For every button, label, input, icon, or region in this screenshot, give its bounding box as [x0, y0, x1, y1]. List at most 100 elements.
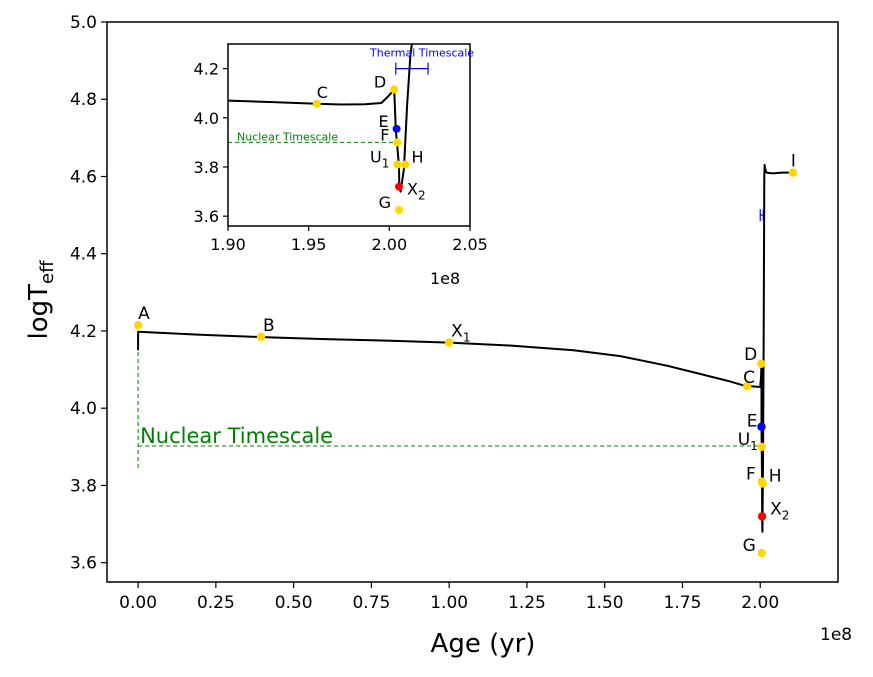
point-b-label-letter: B	[263, 316, 275, 336]
y-tick-label: 4.4	[70, 245, 97, 265]
inset-point-x2-label: X2	[407, 180, 426, 203]
point-u1	[757, 442, 766, 452]
inset-y-tick-label: 4.2	[194, 60, 219, 79]
y-tick-label: 4.6	[70, 167, 97, 187]
point-h-label-letter: H	[769, 467, 782, 487]
point-h-label: H	[769, 467, 782, 487]
inset-nuclear-timescale-label: Nuclear Timescale	[237, 130, 338, 143]
main-x-ticks: 0.00 0.25 0.50 0.75 1.00 1.25 1.50 1.75 2.00	[119, 582, 779, 613]
inset-y-ticks: 3.6 3.8 4.0 4.2	[194, 60, 228, 226]
inset-point-h-label-letter: H	[411, 148, 423, 167]
point-x2-label-letter: X	[770, 499, 782, 519]
x-tick-label: 1.50	[586, 593, 624, 613]
inset-point-u1-label-letter: U	[370, 148, 382, 167]
point-f-label-letter: F	[746, 465, 756, 485]
y-tick-label: 3.6	[70, 554, 97, 574]
x-axis-label: Age (yr)	[431, 629, 536, 659]
inset-point-f	[393, 138, 402, 147]
point-x1-label-subscript: 1	[463, 331, 471, 345]
point-h	[758, 479, 767, 488]
point-b-label: B	[263, 316, 275, 336]
x-tick-label: 0.75	[352, 593, 390, 613]
point-c-label-letter: C	[743, 368, 755, 388]
x-tick-label: 0.00	[119, 593, 157, 613]
point-x2-label: X2	[770, 499, 789, 522]
inset-point-d-label: D	[374, 73, 386, 92]
inset-point-c-label-letter: C	[317, 83, 328, 102]
point-g	[757, 548, 766, 558]
inset-point-u1	[393, 160, 402, 169]
inset-x-tick-label: 2.00	[372, 235, 408, 254]
point-f-label: F	[746, 465, 756, 485]
y-tick-label: 4.2	[70, 322, 97, 342]
point-g-label: G	[743, 536, 756, 556]
main-y-ticks: 3.6 3.8 4.0 4.2 4.4 4.6 4.8 5.0	[70, 13, 107, 574]
point-c-label: C	[743, 368, 755, 388]
inset-point-h-label: H	[411, 148, 423, 167]
inset-x-tick-label: 2.05	[452, 235, 488, 254]
inset-thermal-timescale-label: Thermal Timescale	[369, 47, 474, 60]
point-x1-label: X1	[451, 322, 470, 345]
y-axis-label: logTeff	[24, 260, 58, 340]
x-tick-label: 1.00	[430, 593, 468, 613]
x-tick-label: 1.75	[664, 593, 702, 613]
x-tick-label: 2.00	[741, 593, 779, 613]
inset-x-offset-label: 1e8	[430, 269, 460, 288]
inset-point-e	[392, 124, 401, 133]
point-d-label-letter: D	[744, 345, 757, 365]
evolution-track	[137, 163, 795, 533]
inset-point-d	[390, 85, 399, 94]
y-tick-label: 4.8	[70, 90, 97, 110]
inset-x-tick-label: 1.90	[210, 235, 246, 254]
inset-y-tick-label: 3.6	[194, 207, 219, 226]
point-x2-label-subscript: 2	[782, 508, 790, 522]
inset-point-x2	[395, 182, 404, 191]
point-a	[133, 320, 143, 330]
inset-background	[228, 44, 470, 226]
inset-y-tick-label: 4.0	[194, 109, 219, 128]
nuclear-timescale-label: Nuclear Timescale	[140, 424, 333, 448]
inset-point-c	[312, 99, 321, 108]
y-tick-label: 4.0	[70, 399, 97, 419]
point-u1-label-letter: U	[738, 430, 750, 450]
inset-x-tick-label: 1.95	[291, 235, 327, 254]
point-i-label: I	[791, 152, 796, 172]
inset-point-g-label-letter: G	[379, 193, 391, 212]
point-e-label-letter: E	[747, 412, 758, 432]
inset-point-u1-label-subscript: 1	[382, 157, 390, 171]
inset-y-tick-label: 3.8	[194, 158, 219, 177]
inset-point-u1-label: U1	[370, 148, 389, 171]
inset-point-x2-label-letter: X	[407, 180, 418, 199]
point-a-label-letter: A	[138, 304, 150, 324]
point-x1	[444, 338, 454, 347]
inset-point-g-label: G	[379, 193, 391, 212]
inset-axes-frame	[227, 43, 471, 227]
inset-point-x2-label-subscript: 2	[418, 189, 426, 203]
inset-x-ticks: 1.90 1.95 2.00 2.05	[210, 226, 488, 254]
x-tick-label: 0.25	[197, 593, 235, 613]
point-c	[742, 381, 752, 391]
x-tick-label: 0.50	[275, 593, 313, 613]
point-u1-label-subscript: 1	[750, 439, 758, 453]
inset-point-h	[401, 160, 410, 169]
y-tick-label: 3.8	[70, 476, 97, 496]
inset-point-c-label: C	[317, 83, 328, 102]
point-i-label-letter: I	[791, 152, 796, 172]
inset-point-e-label-letter: E	[378, 112, 388, 131]
point-g-label-letter: G	[743, 536, 756, 556]
y-tick-label: 5.0	[70, 13, 97, 33]
point-e	[757, 422, 766, 431]
y-axis-label-sub: eff	[37, 260, 58, 284]
point-x2	[757, 512, 767, 521]
point-e-label: E	[747, 412, 758, 432]
point-d	[756, 359, 766, 368]
x-offset-label: 1e8	[820, 625, 852, 645]
point-u1-label: U1	[738, 430, 758, 453]
point-x1-label-letter: X	[451, 322, 463, 342]
inset-point-g	[395, 206, 404, 215]
